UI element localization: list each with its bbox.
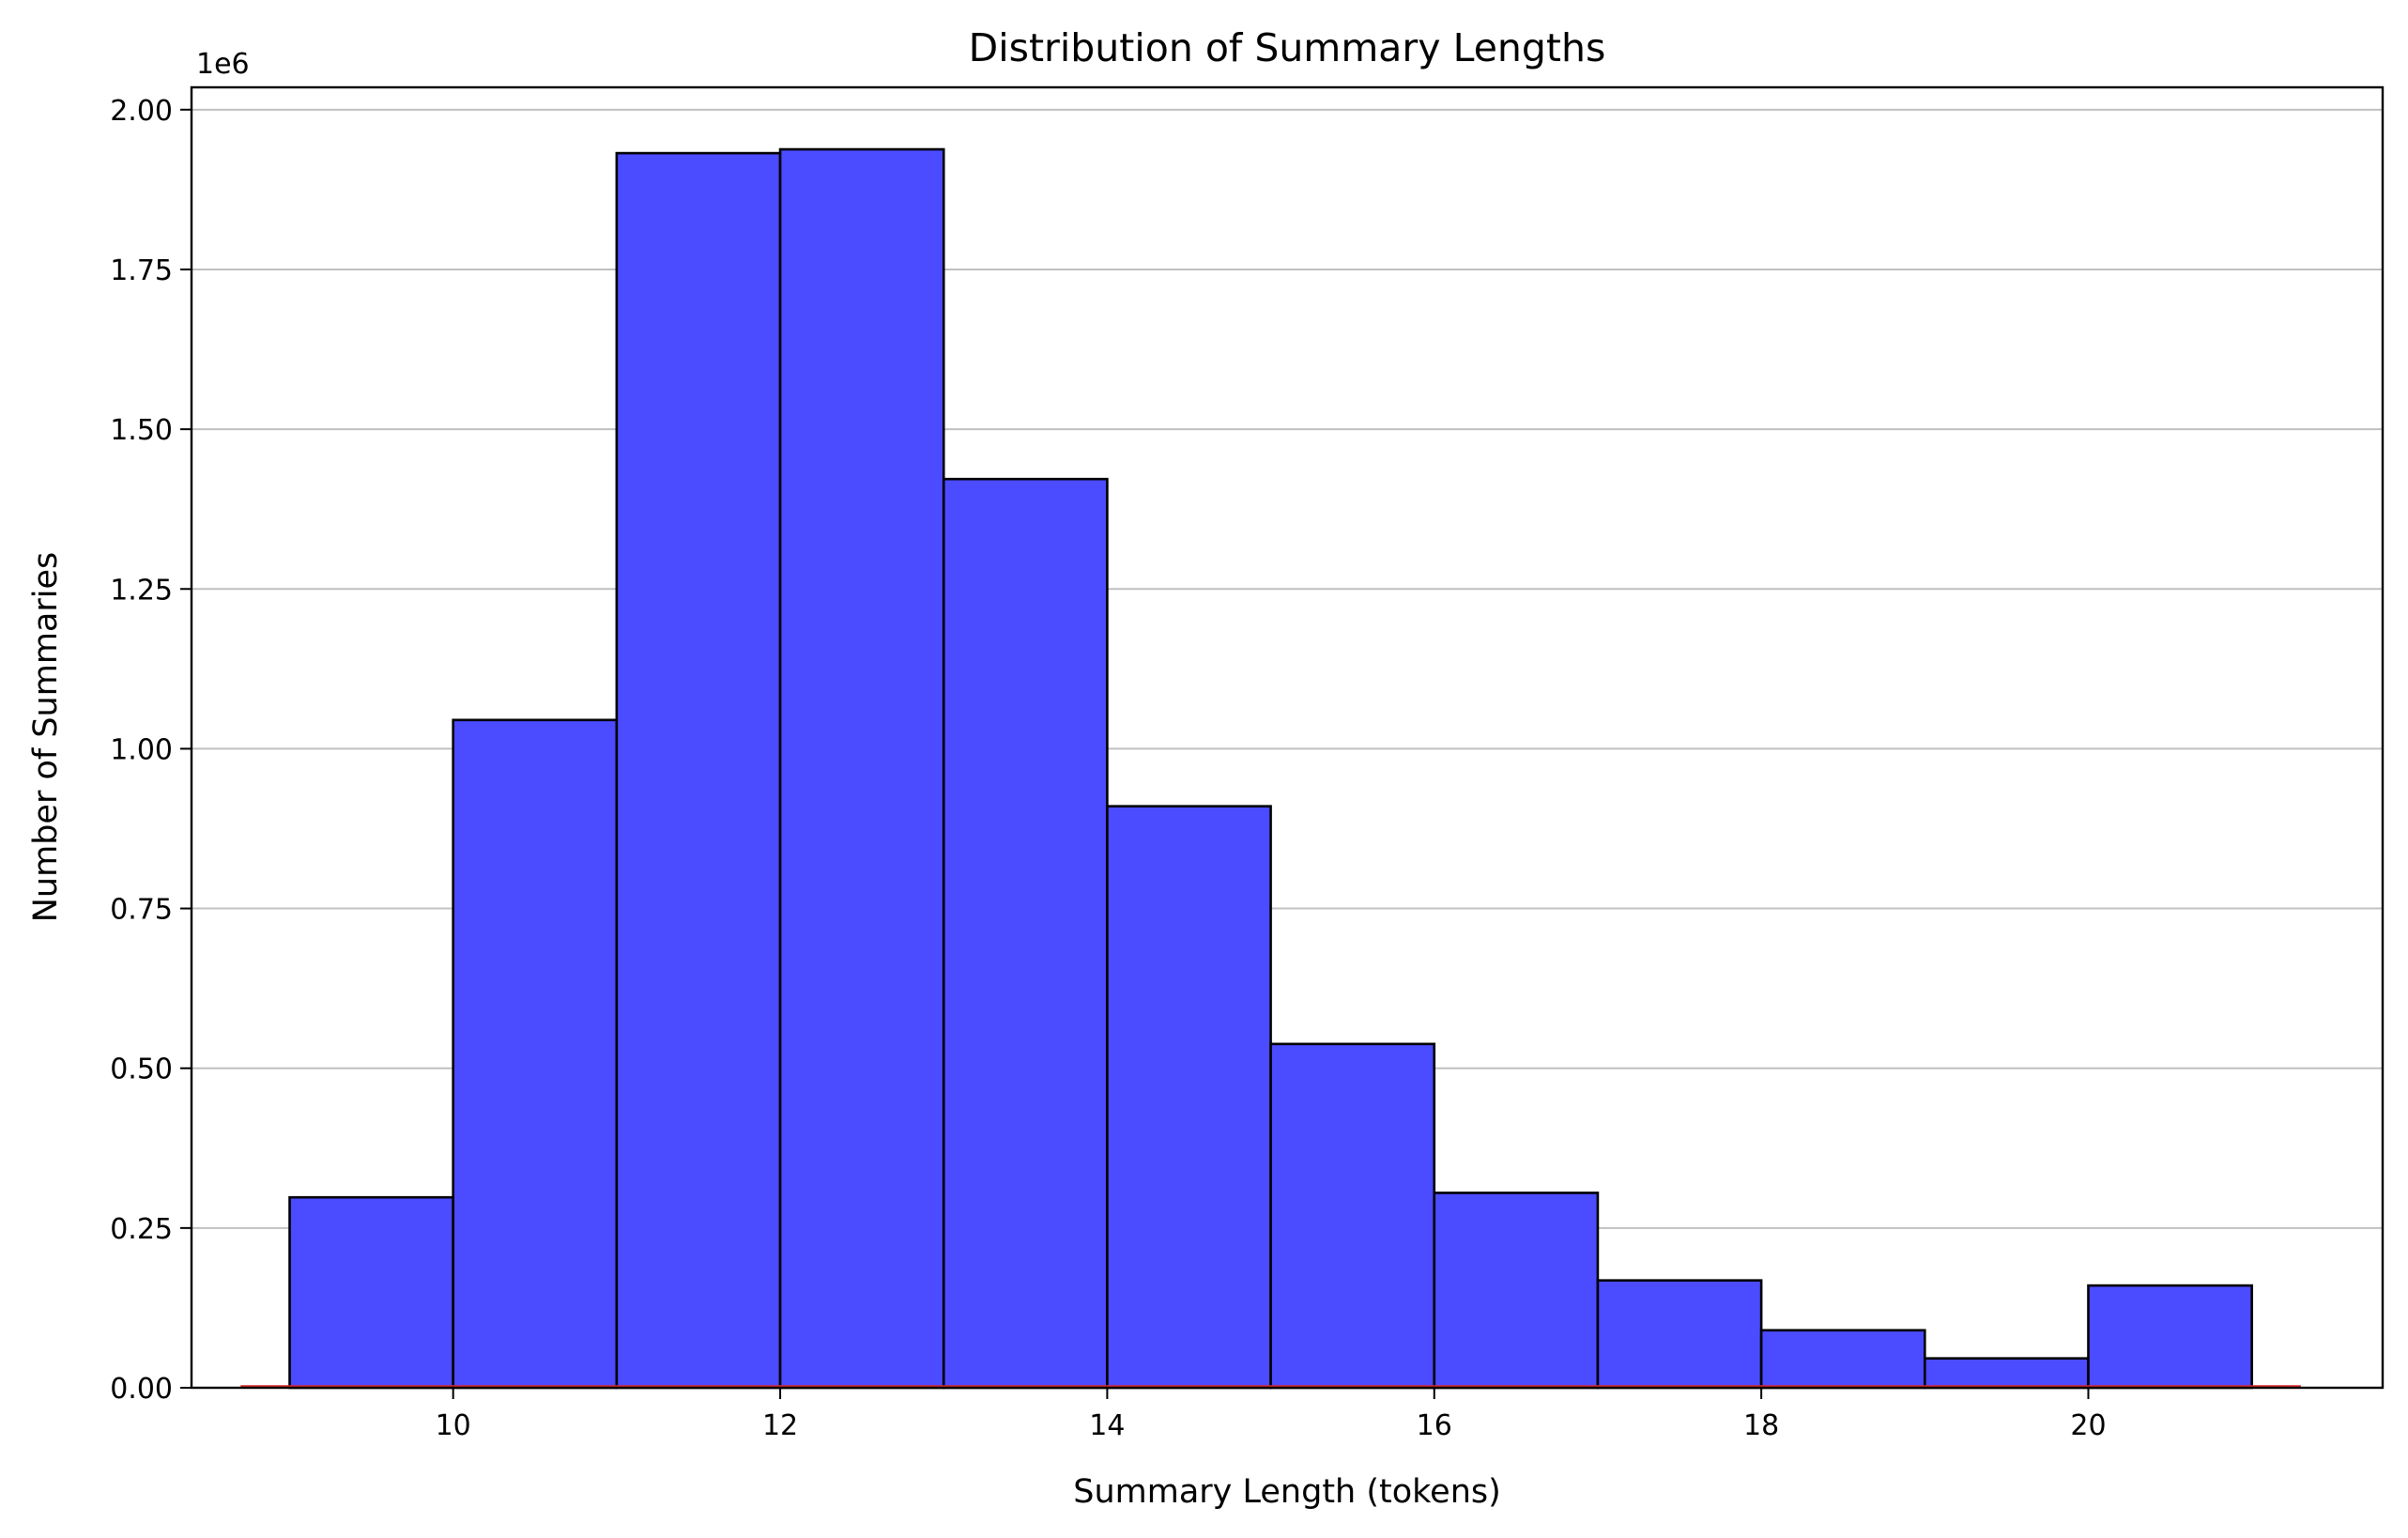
bar-0: [288, 1195, 454, 1390]
y-axis-ticks: 0.00 0.25 0.50 0.75 1.00 1.25 1.50 1.75 2.00: [110, 95, 192, 1406]
y-offset-label: 1e6: [196, 48, 250, 81]
bar-5: [1106, 805, 1272, 1390]
bar-4: [942, 477, 1109, 1390]
y-tick-label-3: 0.75: [110, 894, 173, 927]
histogram-bars: [288, 147, 2253, 1390]
y-tick-label-2: 0.50: [110, 1054, 173, 1086]
bar-10: [1923, 1357, 2090, 1390]
x-tick-label-2: 14: [1089, 1409, 1125, 1442]
chart-title: Distribution of Summary Lengths: [969, 25, 1606, 70]
y-tick-label-6: 1.50: [110, 414, 173, 447]
bar-6: [1269, 1042, 1436, 1390]
y-tick-label-4: 1.00: [110, 733, 173, 766]
x-tick-label-4: 18: [1743, 1409, 1779, 1442]
bar-3: [778, 147, 945, 1390]
bar-1: [452, 718, 619, 1390]
y-tick-label-5: 1.25: [110, 574, 173, 607]
bar-7: [1433, 1192, 1600, 1390]
bar-8: [1596, 1279, 1763, 1390]
bar-11: [2087, 1284, 2253, 1390]
bar-2: [615, 151, 782, 1390]
x-tick-label-3: 16: [1417, 1409, 1452, 1442]
y-tick-label-0: 0.00: [110, 1373, 173, 1406]
x-axis-title: Summary Length (tokens): [1073, 1473, 1501, 1511]
x-tick-label-5: 20: [2070, 1409, 2106, 1442]
y-tick-label-1: 0.25: [110, 1213, 173, 1246]
x-tick-label-1: 12: [762, 1409, 798, 1442]
x-tick-label-0: 10: [436, 1409, 471, 1442]
y-tick-label-7: 1.75: [110, 254, 173, 287]
y-tick-label-8: 2.00: [110, 95, 173, 128]
bar-9: [1759, 1329, 1926, 1390]
x-axis-ticks: 10 12 14 16 18 20: [436, 1388, 2107, 1442]
y-axis-title: Number of Summaries: [27, 552, 65, 923]
plot-frame: [190, 85, 2385, 1390]
